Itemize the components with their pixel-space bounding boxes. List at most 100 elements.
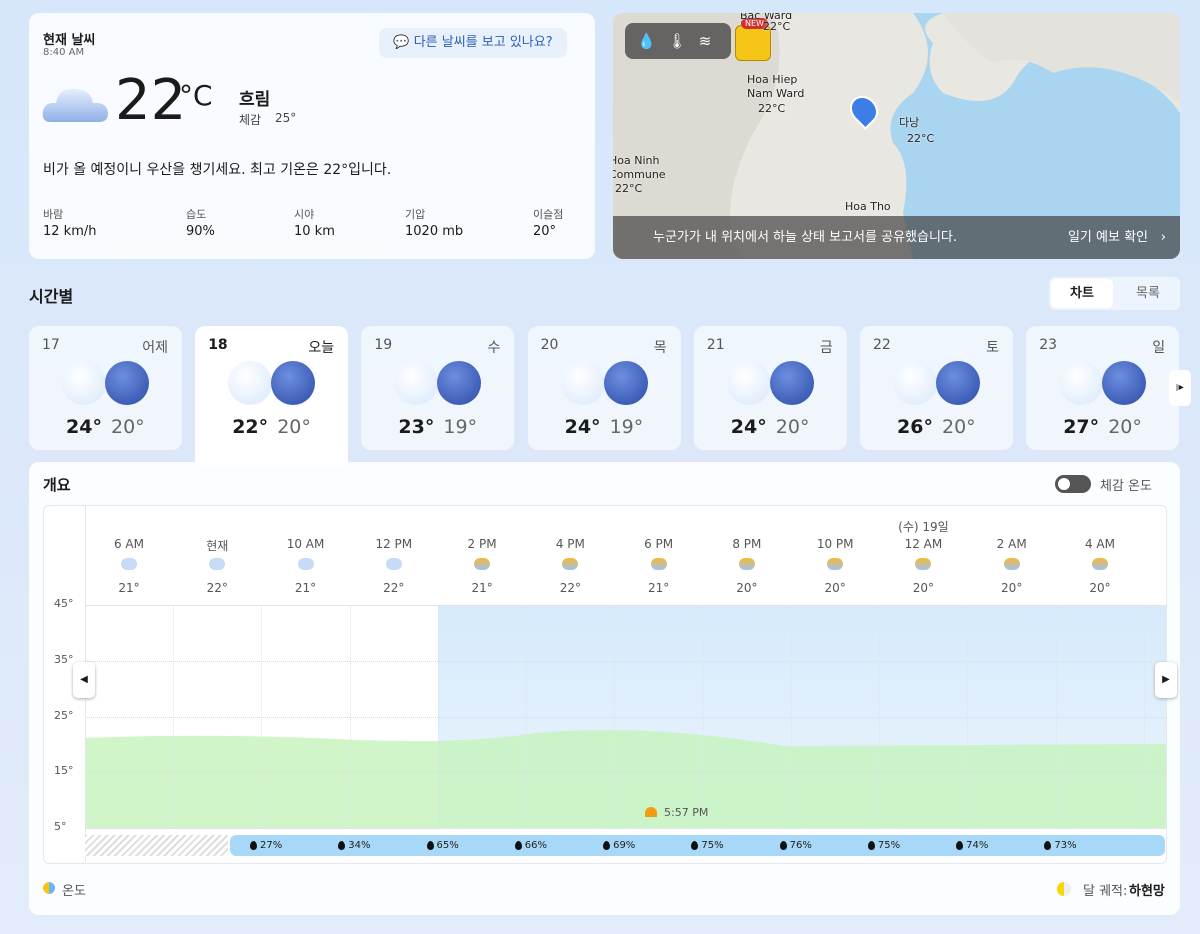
hour-temp: 22° <box>206 581 228 595</box>
day-weekday: 어제 <box>142 340 168 356</box>
chart-next[interactable]: ▶ <box>1155 662 1177 698</box>
day-card[interactable]: 20 목 24° 19° <box>527 326 681 450</box>
temperature-band <box>85 729 1166 828</box>
day-date: 19 <box>374 337 393 353</box>
temperature-unit: °C <box>179 79 213 112</box>
forecast-link[interactable]: 일기 예보 확인 <box>1067 230 1148 245</box>
grid-line <box>85 661 1166 662</box>
grid-column <box>614 605 616 828</box>
overview-title: 개요 <box>43 476 71 494</box>
day-weekday: 일 <box>1152 340 1166 356</box>
feels-toggle[interactable] <box>1055 475 1091 493</box>
chart-prev[interactable]: ◀ <box>73 662 95 698</box>
drop-icon <box>514 841 522 850</box>
night-icon <box>769 361 814 405</box>
day-date: 21 <box>706 337 725 353</box>
hour-label: 10 AM <box>286 537 325 551</box>
y-tick-label: 5° <box>54 820 67 833</box>
place-temp: 22°C <box>763 20 791 33</box>
map[interactable]: 💧🌡≋ NEW 누군가가 내 위치에서 하늘 상태 보고서를 공유했습니다. 일… <box>613 13 1180 259</box>
night-icon <box>603 361 648 405</box>
hour-temp: 20° <box>1089 581 1111 595</box>
moon-phase: 하현망 <box>1129 884 1165 899</box>
map-layers[interactable]: 💧🌡≋ <box>625 23 731 59</box>
detail-value: 10 km <box>294 224 335 239</box>
grid-column <box>790 605 792 828</box>
grid-line <box>85 772 1166 773</box>
hour-label: 2 PM <box>467 537 497 551</box>
day-weekday: 오늘 <box>308 340 335 356</box>
day-card[interactable]: 17 어제 24° 20° <box>29 326 182 450</box>
grid-column <box>349 605 351 828</box>
drop-icon <box>426 841 434 850</box>
hour-label: 현재 <box>206 539 229 553</box>
banner[interactable]: 누군가가 내 위치에서 하늘 상태 보고서를 공유했습니다. 일기 예보 확인 … <box>613 216 1180 259</box>
day-weekday: 토 <box>986 340 999 356</box>
drop-icon <box>1044 841 1052 850</box>
new-badge: NEW <box>741 18 768 29</box>
night-icon <box>437 361 482 405</box>
chevron: › <box>1160 230 1166 245</box>
view-chart[interactable]: 차트 <box>1051 279 1113 308</box>
day-date: 20 <box>540 337 559 353</box>
place-name: Bac Ward <box>740 13 793 22</box>
day-icon <box>1059 361 1104 405</box>
day-card[interactable]: 21 금 24° 20° <box>693 326 847 450</box>
hour-temp: 21° <box>471 581 493 595</box>
day-low: 20° <box>942 416 976 438</box>
hour-icon <box>1003 558 1020 570</box>
drop-icon <box>338 841 346 850</box>
day-card[interactable]: 23 일 27° 20° <box>1026 326 1180 450</box>
day-icon <box>726 361 771 405</box>
hourly-title: 시간별 <box>29 287 74 306</box>
day-icon <box>394 361 439 405</box>
hour-temp: 21° <box>118 581 140 595</box>
hour-icon <box>297 558 314 570</box>
view-list[interactable]: 목록 <box>1136 286 1160 301</box>
place-name: Hoa Ninh Commune <box>613 154 666 181</box>
hour-icon <box>738 558 755 570</box>
hour-label: 12 AM <box>904 537 943 551</box>
feedback-button[interactable]: 💬 다른 날씨를 보고 있나요? <box>379 28 567 58</box>
hour-temp: 21° <box>647 581 670 595</box>
drop-icon <box>250 841 257 850</box>
precip-value: 66% <box>524 840 548 851</box>
day-weekday: 목 <box>653 340 667 356</box>
hour-temp: 20° <box>1001 581 1023 595</box>
day-date: 17 <box>42 337 60 353</box>
day-low: 19° <box>609 416 644 438</box>
hour-icon <box>121 558 137 570</box>
grid-column <box>879 605 881 828</box>
report-button[interactable] <box>735 25 771 61</box>
detail-value: 12 km/h <box>43 224 97 239</box>
day-low: 20° <box>1108 416 1142 438</box>
y-tick-label: 15° <box>54 764 74 777</box>
y-tick-label: 25° <box>54 709 74 722</box>
day-card[interactable]: 19 수 23° 19° <box>361 326 515 450</box>
view-toggle: 차트 목록 <box>1049 277 1180 310</box>
detail-label: 습도 <box>186 208 207 221</box>
detail-label: 기압 <box>405 208 426 221</box>
feedback-text[interactable]: 다른 날씨를 보고 있나요? <box>413 35 553 50</box>
grid-column <box>1055 605 1057 828</box>
hour-icon <box>1091 558 1108 570</box>
legend: 온도 <box>62 884 86 899</box>
drop-icon <box>956 841 964 850</box>
hour-icon <box>915 558 932 570</box>
current-card: 현재 날씨 8:40 AM 💬 다른 날씨를 보고 있나요? 22 °C 흐림 … <box>29 13 595 259</box>
day-card[interactable]: 18 오늘 22° 20° <box>195 326 349 466</box>
night-icon <box>105 361 149 405</box>
hour-icon <box>385 558 402 570</box>
detail-label: 바람 <box>43 208 64 221</box>
grid-line <box>85 605 1166 606</box>
hour-temp: 22° <box>383 581 405 595</box>
grid-column <box>702 605 704 828</box>
precip-value: 65% <box>436 840 459 851</box>
day-card[interactable]: 22 토 26° 20° <box>860 326 1013 450</box>
precip-value: 75% <box>877 840 901 851</box>
grid-line <box>85 828 1166 829</box>
hour-label: 6 AM <box>113 537 144 551</box>
grid-column <box>967 605 969 828</box>
drop-icon <box>603 841 611 850</box>
